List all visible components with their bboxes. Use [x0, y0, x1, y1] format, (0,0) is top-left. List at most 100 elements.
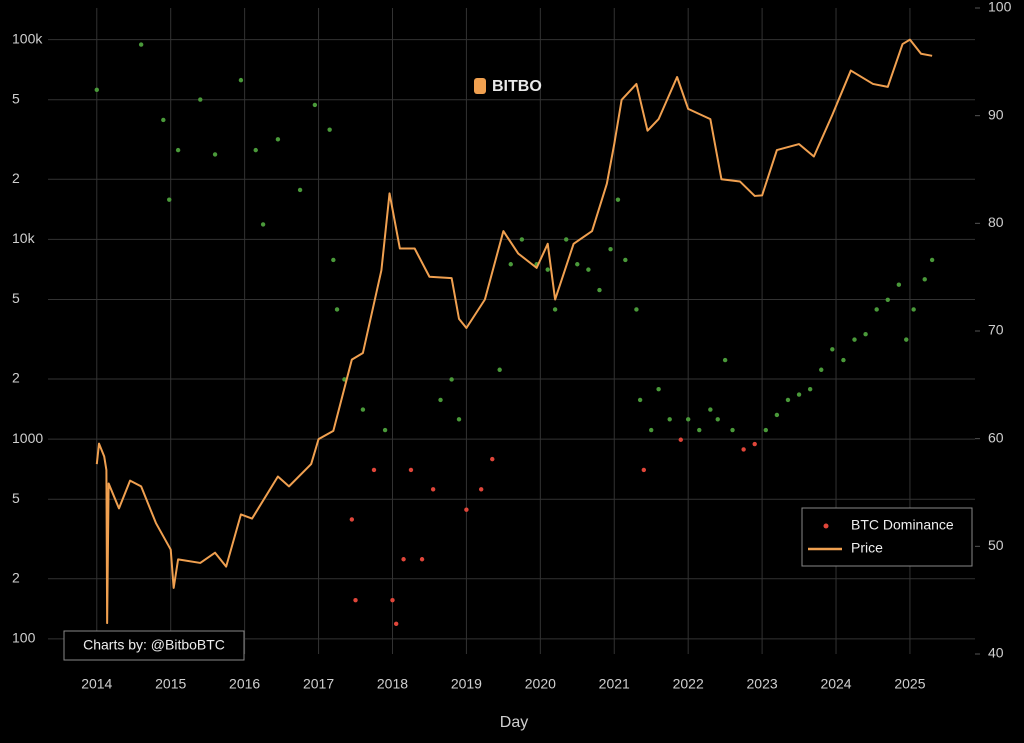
dominance-dot	[161, 117, 166, 123]
legend-swatch	[823, 523, 829, 529]
y2-tick-label: 50	[988, 537, 1004, 553]
legend-label: BTC Dominance	[851, 517, 954, 533]
x-tick-label: 2022	[673, 676, 704, 692]
dominance-dot	[641, 467, 647, 473]
dominance-dot	[393, 621, 399, 627]
dominance-dot	[885, 297, 890, 302]
dominance-dot	[508, 262, 513, 267]
dominance-dot	[656, 386, 661, 392]
y-tick-label: 100	[12, 630, 36, 646]
dominance-dot	[275, 137, 281, 142]
y-tick-label: 100k	[12, 30, 43, 46]
y-tick-label: 1000	[12, 430, 43, 446]
dominance-dot	[175, 147, 181, 153]
dominance-dot	[349, 517, 355, 522]
y-tick-label: 2	[12, 370, 20, 386]
dominance-dot	[597, 287, 602, 293]
dominance-dot	[430, 487, 436, 492]
dominance-dot	[722, 357, 728, 363]
x-tick-label: 2025	[894, 676, 925, 692]
watermark: BITBO	[474, 78, 542, 95]
x-axis-title: Day	[500, 714, 528, 731]
dominance-dot	[730, 427, 735, 433]
dominance-dot	[297, 187, 303, 193]
dominance-dot	[371, 467, 377, 473]
dominance-dot	[353, 597, 358, 603]
dominance-dot	[478, 487, 484, 492]
dominance-dot	[774, 412, 780, 418]
x-tick-label: 2021	[599, 676, 630, 692]
dominance-dot	[253, 147, 258, 153]
dominance-dot	[382, 427, 388, 433]
watermark-text: BITBO	[492, 78, 542, 95]
dominance-dot	[678, 437, 683, 442]
dominance-dot	[841, 357, 846, 363]
x-tick-label: 2015	[155, 676, 186, 692]
dominance-dot	[741, 447, 746, 452]
dominance-dot	[545, 267, 550, 272]
dominance-dot	[685, 417, 691, 422]
x-tick-label: 2016	[229, 676, 260, 692]
dominance-dot	[863, 332, 868, 337]
dominance-dot	[449, 377, 454, 382]
dominance-dot	[830, 347, 835, 352]
dominance-dot	[334, 307, 340, 312]
dominance-dot	[167, 197, 172, 202]
dominance-dot	[615, 197, 621, 202]
y-tick-label: 10k	[12, 230, 36, 246]
dominance-dot	[637, 397, 643, 403]
dominance-dot	[874, 307, 879, 312]
y2-tick-label: 100	[988, 0, 1012, 15]
x-tick-label: 2017	[303, 676, 334, 692]
y-tick-label: 5	[12, 490, 20, 506]
dominance-dot	[586, 267, 591, 272]
dominance-dot	[464, 507, 469, 512]
y-tick-label: 2	[12, 170, 20, 186]
dominance-dot	[667, 417, 672, 422]
dominance-dot	[401, 557, 406, 562]
watermark-logo	[474, 78, 486, 94]
dominance-dot	[922, 277, 927, 282]
dominance-dot	[438, 397, 443, 403]
credit-frame	[63, 630, 245, 661]
dominance-dot	[634, 307, 639, 312]
dominance-dot	[212, 152, 218, 157]
y-tick-label: 5	[12, 290, 20, 306]
x-tick-label: 2023	[747, 676, 778, 692]
y2-tick-label: 90	[988, 106, 1004, 122]
dominance-dot	[649, 427, 654, 433]
legend: BTC Dominance Price	[801, 507, 973, 567]
dominance-dot	[408, 467, 414, 473]
y-tick-label: 5	[12, 90, 20, 106]
dominance-dot	[929, 257, 935, 263]
dominance-dot	[796, 392, 802, 397]
credit-box: Charts by: @BitboBTC	[63, 630, 245, 661]
credit-text: Charts by: @BitboBTC	[83, 637, 225, 653]
y2-tick-label: 60	[988, 429, 1004, 445]
dominance-dot	[552, 307, 558, 312]
dominance-dot	[390, 597, 395, 603]
dominance-dot	[456, 417, 462, 422]
dominance-dot	[238, 77, 244, 83]
grid: 2014 2015 2016 2017 2018 2019 2020 2021 2022 2023…	[12, 0, 1012, 692]
legend-frame	[801, 507, 973, 567]
dominance-dot	[138, 42, 144, 47]
dominance-dot	[904, 337, 909, 342]
dominance-dot	[785, 397, 791, 403]
dominance-dot	[896, 282, 902, 287]
x-tick-label: 2014	[81, 676, 112, 692]
dominance-dot	[819, 367, 824, 372]
dominance-dot	[312, 102, 318, 108]
dominance-dot	[360, 407, 366, 412]
x-tick-label: 2019	[451, 676, 482, 692]
dominance-dot	[911, 307, 916, 312]
dominance-dot	[708, 407, 713, 412]
y-tick-label: 2	[12, 569, 20, 585]
legend-label: Price	[851, 540, 883, 556]
dominance-dot	[419, 557, 425, 562]
dominance-dot	[697, 427, 702, 433]
dominance-dot	[715, 417, 720, 422]
x-tick-label: 2020	[525, 676, 556, 692]
y2-tick-label: 70	[988, 322, 1004, 338]
dominance-dot	[490, 456, 495, 462]
